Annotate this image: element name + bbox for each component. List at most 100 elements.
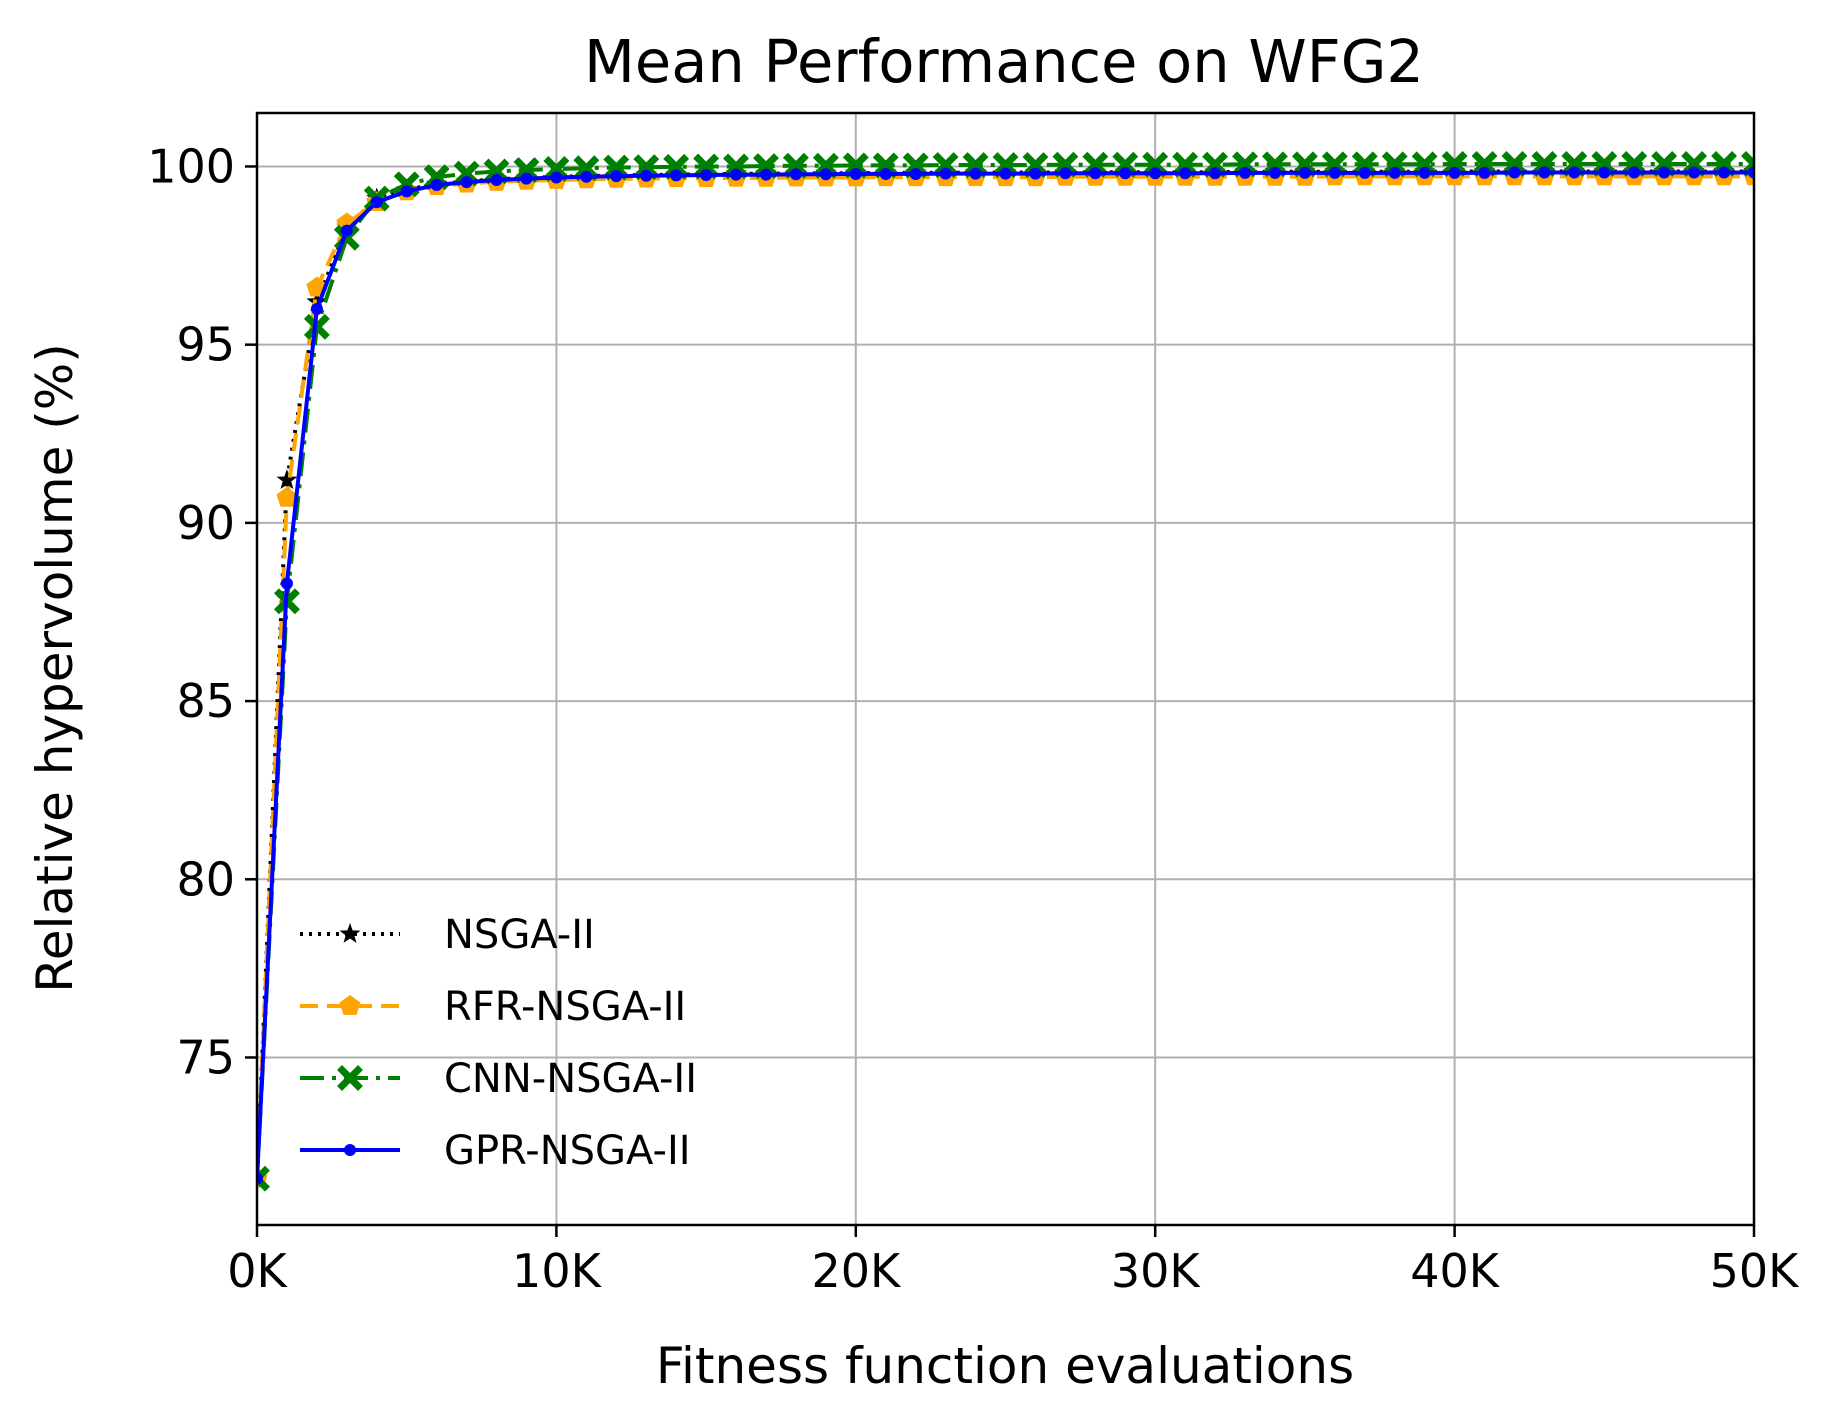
data-point-nsga-ii [276,469,298,489]
y-tick-label: 85 [176,674,235,728]
data-point-cnn-nsga-ii [753,153,779,180]
legend-label-gpr-nsga-ii: GPR-NSGA-II [444,1128,691,1174]
legend-marker-rfr-nsga-ii [339,995,361,1015]
data-point-cnn-nsga-ii [1291,151,1318,178]
data-point-gpr-nsga-ii [400,185,413,198]
data-point-gpr-nsga-ii [1568,166,1581,179]
legend-item-rfr-nsga-ii: RFR-NSGA-II [300,984,686,1030]
data-point-cnn-nsga-ii [1202,151,1229,178]
data-point-cnn-nsga-ii [603,154,630,181]
plot-frame [255,111,1756,1227]
data-point-gpr-nsga-ii [370,196,383,209]
chart-title: Mean Performance on WFG2 [584,27,1424,96]
data-point-gpr-nsga-ii [610,170,623,183]
legend-item-gpr-nsga-ii: GPR-NSGA-II [300,1128,691,1174]
data-point-gpr-nsga-ii [460,176,473,189]
x-tick-label: 30K [1111,1244,1202,1298]
data-point-gpr-nsga-ii [1688,166,1701,179]
data-point-gpr-nsga-ii [1478,166,1491,179]
y-tick-label: 95 [176,318,235,372]
data-point-gpr-nsga-ii [1119,167,1132,180]
data-point-cnn-nsga-ii [1651,151,1678,177]
data-point-gpr-nsga-ii [1358,166,1371,179]
data-point-cnn-nsga-ii [633,154,660,181]
data-point-gpr-nsga-ii [819,168,832,181]
data-point-gpr-nsga-ii [1658,166,1671,179]
data-point-gpr-nsga-ii [1239,166,1252,179]
data-point-cnn-nsga-ii [1172,151,1199,178]
data-point-gpr-nsga-ii [1508,166,1521,179]
data-point-gpr-nsga-ii [580,170,593,183]
data-point-gpr-nsga-ii [1089,167,1102,180]
legend-marker-nsga-ii [339,923,361,943]
data-point-cnn-nsga-ii [812,152,839,179]
series-layer [257,151,1754,1192]
legend-item-nsga-ii: NSGA-II [300,912,595,958]
data-point-gpr-nsga-ii [1298,166,1311,179]
data-point-gpr-nsga-ii [670,169,683,182]
data-point-cnn-nsga-ii [543,156,570,182]
x-tick-label: 20K [811,1244,902,1298]
data-point-gpr-nsga-ii [1718,166,1731,179]
data-point-gpr-nsga-ii [789,168,802,181]
x-axis: 0K 10K 20K 30K 40K 50K [227,1225,1800,1298]
data-point-gpr-nsga-ii [1268,166,1281,179]
data-point-gpr-nsga-ii [1388,166,1401,179]
data-point-gpr-nsga-ii [257,1172,263,1185]
data-point-cnn-nsga-ii [1711,151,1738,177]
data-point-gpr-nsga-ii [879,167,892,180]
y-axis-label: Relative hypervolume (%) [26,343,84,993]
data-point-cnn-nsga-ii [1351,151,1378,178]
x-tick-label: 0K [227,1244,288,1298]
y-tick-label: 100 [147,139,235,193]
data-point-gpr-nsga-ii [999,167,1012,180]
data-point-cnn-nsga-ii [1501,151,1528,177]
data-point-gpr-nsga-ii [1179,167,1192,180]
data-point-cnn-nsga-ii [932,152,959,178]
data-point-cnn-nsga-ii [453,160,480,187]
data-point-gpr-nsga-ii [1328,166,1341,179]
data-point-gpr-nsga-ii [550,171,563,184]
legend-item-cnn-nsga-ii: CNN-NSGA-II [300,1056,697,1102]
data-point-gpr-nsga-ii [1059,167,1072,180]
data-point-cnn-nsga-ii [257,1165,270,1192]
data-point-gpr-nsga-ii [1598,166,1611,179]
data-point-cnn-nsga-ii [872,152,899,179]
data-point-cnn-nsga-ii [723,153,749,180]
data-point-cnn-nsga-ii [513,157,540,183]
data-point-cnn-nsga-ii [1112,151,1139,178]
legend-label-rfr-nsga-ii: RFR-NSGA-II [444,984,686,1030]
data-point-gpr-nsga-ii [909,167,922,180]
legend-marker-cnn-nsga-ii [337,1065,363,1091]
data-point-cnn-nsga-ii [1441,151,1468,177]
data-point-cnn-nsga-ii [693,153,720,180]
data-point-gpr-nsga-ii [939,167,952,180]
data-point-cnn-nsga-ii [483,158,510,185]
data-point-cnn-nsga-ii [782,152,809,179]
data-point-gpr-nsga-ii [430,178,443,191]
series-gpr-nsga-ii [257,166,1754,1185]
data-point-gpr-nsga-ii [640,169,653,182]
legend-label-cnn-nsga-ii: CNN-NSGA-II [444,1056,697,1102]
data-point-gpr-nsga-ii [969,167,982,180]
data-point-rfr-nsga-ii [276,486,298,507]
data-point-cnn-nsga-ii [902,152,929,179]
legend: NSGA-II RFR-NSGA-II CNN-NSGA-II GPR-NSGA-II [300,912,697,1174]
data-point-cnn-nsga-ii [1741,151,1754,177]
y-tick-label: 80 [176,852,235,906]
legend-label-nsga-ii: NSGA-II [444,912,595,958]
data-point-gpr-nsga-ii [310,303,323,316]
data-point-cnn-nsga-ii [1681,151,1708,177]
y-tick-label: 75 [176,1030,235,1084]
data-point-gpr-nsga-ii [1748,166,1754,179]
data-point-cnn-nsga-ii [1471,151,1498,177]
data-point-cnn-nsga-ii [1531,151,1558,177]
legend-marker-gpr-nsga-ii [344,1144,356,1156]
data-point-gpr-nsga-ii [520,172,533,185]
data-point-cnn-nsga-ii [1411,151,1438,178]
data-point-cnn-nsga-ii [1561,151,1588,177]
data-point-gpr-nsga-ii [1448,166,1461,179]
data-point-gpr-nsga-ii [849,167,862,180]
data-point-cnn-nsga-ii [842,152,869,179]
